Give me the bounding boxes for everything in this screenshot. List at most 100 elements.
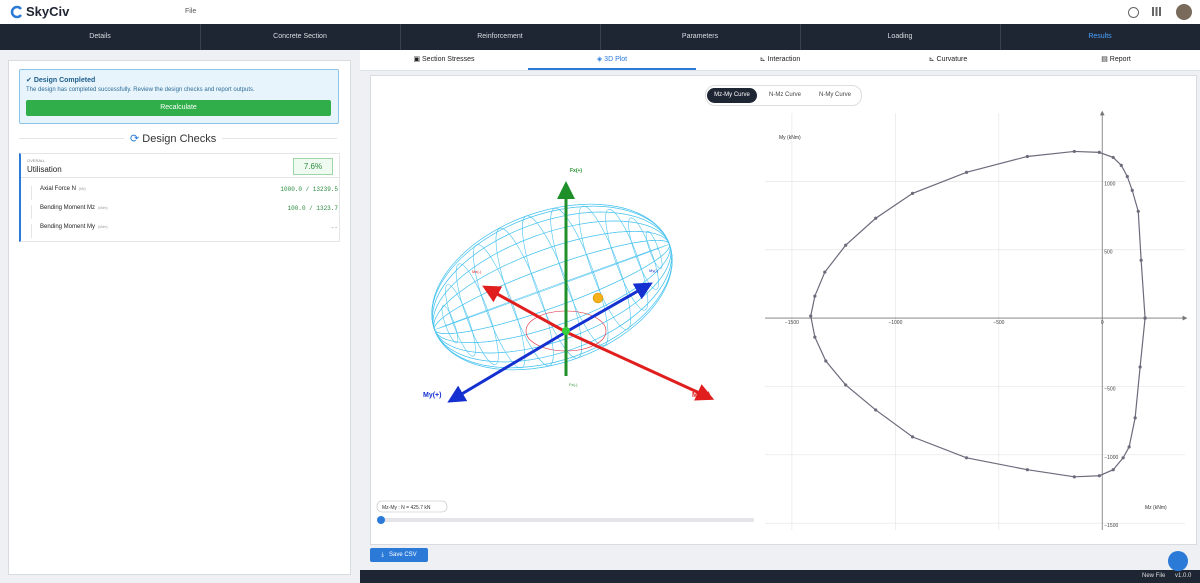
curve-point bbox=[1136, 209, 1140, 213]
curve-point bbox=[844, 243, 848, 247]
curve-point bbox=[910, 191, 915, 195]
nav-step[interactable]: Concrete Section bbox=[273, 33, 327, 40]
utilisation-value: 7.6% bbox=[293, 158, 333, 175]
checks-icon: ⟳ bbox=[130, 133, 140, 145]
nav-step[interactable]: Reinforcement bbox=[477, 33, 523, 40]
curve-point bbox=[1072, 475, 1076, 479]
apps-icon[interactable] bbox=[1152, 7, 1161, 16]
nav-separator bbox=[1000, 24, 1001, 50]
check-value: 100.0 / 1323.7 bbox=[287, 205, 338, 212]
wire-parallel bbox=[445, 324, 448, 327]
y-axis-label: My (kNm) bbox=[779, 135, 801, 141]
logo-icon bbox=[10, 5, 22, 19]
wire-meridian bbox=[431, 203, 673, 371]
tab-label: Report bbox=[1109, 56, 1131, 63]
curve-point bbox=[874, 216, 878, 220]
curve-button[interactable]: N-My Curve bbox=[818, 92, 851, 98]
tab[interactable]: ⊾ Interaction bbox=[759, 56, 801, 63]
curve-button[interactable]: N-Mz Curve bbox=[768, 92, 801, 98]
curve-point bbox=[1025, 468, 1029, 472]
nav-separator bbox=[800, 24, 801, 50]
check-label: Axial Force N bbox=[40, 186, 77, 192]
my-axis bbox=[565, 282, 653, 334]
y-tick-label: 500 bbox=[1104, 250, 1113, 256]
step-nav: Details Concrete Section Reinforcement P… bbox=[0, 24, 1200, 50]
nav-separator bbox=[400, 24, 401, 50]
logo-text: SkyCiv bbox=[26, 4, 70, 19]
tab-label: 3D Plot bbox=[604, 56, 628, 63]
save-csv-button[interactable]: ⤓ Save CSV bbox=[370, 548, 428, 562]
check-unit: (kNm) bbox=[98, 225, 108, 229]
slider-knob[interactable] bbox=[377, 516, 385, 524]
tab-label: Section Stresses bbox=[422, 56, 475, 63]
nav-step[interactable]: Parameters bbox=[681, 33, 719, 40]
slider-label-box bbox=[376, 500, 448, 513]
wire-parallel bbox=[455, 263, 499, 365]
tab[interactable]: ◈ 3D Plot bbox=[528, 50, 696, 70]
nav-step[interactable]: Results bbox=[1088, 33, 1112, 40]
axis-label: Mz(+) bbox=[692, 392, 710, 399]
utilisation-card: OVERALL Utilisation 7.6% Axial Force N (k… bbox=[19, 153, 340, 242]
wire-meridian bbox=[434, 243, 670, 331]
alert-title-text: Design Completed bbox=[33, 77, 96, 84]
curve-point bbox=[823, 270, 827, 274]
slider-track bbox=[380, 518, 754, 522]
curve-point bbox=[1121, 456, 1125, 460]
nav-step[interactable]: Details bbox=[89, 33, 111, 40]
avatar[interactable] bbox=[1176, 4, 1192, 20]
curve-point bbox=[964, 456, 969, 460]
file-menu[interactable]: File bbox=[185, 8, 197, 15]
load-point bbox=[592, 292, 604, 304]
curve-point bbox=[1125, 174, 1129, 179]
alert-text: The design has completed successfully. R… bbox=[26, 87, 255, 93]
curve-point bbox=[1139, 258, 1143, 262]
check-label: Bending Moment My bbox=[40, 224, 96, 230]
curve-point bbox=[874, 408, 878, 412]
ellipsoid-wireframe bbox=[431, 203, 673, 371]
curve-point bbox=[1138, 365, 1142, 369]
x-tick-label: −500 bbox=[993, 320, 1004, 326]
curve-button[interactable]: Mz-My Curve bbox=[707, 88, 757, 103]
new-file[interactable]: New File bbox=[1142, 573, 1166, 579]
check-value: 1000.0 / 13239.5 bbox=[280, 186, 338, 193]
tab[interactable]: ▤ Report bbox=[1101, 56, 1131, 63]
wire-meridian bbox=[431, 203, 673, 371]
curve-point bbox=[844, 383, 848, 387]
nav-separator bbox=[600, 24, 601, 50]
origin-sphere bbox=[562, 327, 570, 335]
wire-meridian bbox=[434, 240, 670, 334]
curve-point bbox=[1097, 474, 1101, 478]
tab[interactable]: ⊾ Curvature bbox=[928, 56, 968, 63]
nav-step[interactable]: Loading bbox=[887, 33, 913, 40]
slider-label: Mz-My : N = 425.7 kN bbox=[382, 505, 431, 511]
overall-label: OVERALL bbox=[27, 158, 46, 163]
check-row: Bending Moment Mz (kNm) 100.0 / 1323.7 bbox=[31, 205, 338, 219]
curve-point bbox=[910, 435, 915, 439]
axis-label: My(+) bbox=[423, 392, 441, 399]
wire-parallel bbox=[473, 244, 526, 369]
divider bbox=[21, 177, 339, 178]
mz-axis bbox=[482, 285, 567, 334]
x-tick-label: −1500 bbox=[785, 320, 799, 326]
curve-line bbox=[810, 150, 1146, 478]
recalculate-button[interactable]: Recalculate bbox=[26, 100, 331, 116]
curve-point bbox=[1111, 468, 1115, 472]
x-axis-label: Mz (kNm) bbox=[1145, 505, 1167, 511]
curve-point bbox=[1130, 188, 1134, 192]
help-icon[interactable] bbox=[1128, 7, 1139, 18]
axis-label: Fx(+) bbox=[570, 168, 582, 174]
success-alert: ✔ Design Completed The design has comple… bbox=[19, 69, 339, 124]
design-checks-title: ⟳ Design Checks bbox=[124, 132, 223, 145]
wire-meridian bbox=[432, 220, 672, 354]
chat-button[interactable] bbox=[1168, 551, 1188, 571]
tab[interactable]: ▣ Section Stresses bbox=[413, 56, 475, 63]
curve-point bbox=[813, 294, 817, 298]
check-row: Axial Force N (kN) 1000.0 / 13239.5 bbox=[31, 186, 338, 200]
check-unit: (kNm) bbox=[98, 206, 108, 210]
result-tabs: ▣ Section Stresses ◈ 3D Plot ⊾ Interacti… bbox=[360, 50, 1200, 71]
curve-point bbox=[1143, 316, 1147, 320]
wire-parallel bbox=[550, 208, 609, 347]
top-bar: SkyCiv File bbox=[0, 0, 1200, 24]
